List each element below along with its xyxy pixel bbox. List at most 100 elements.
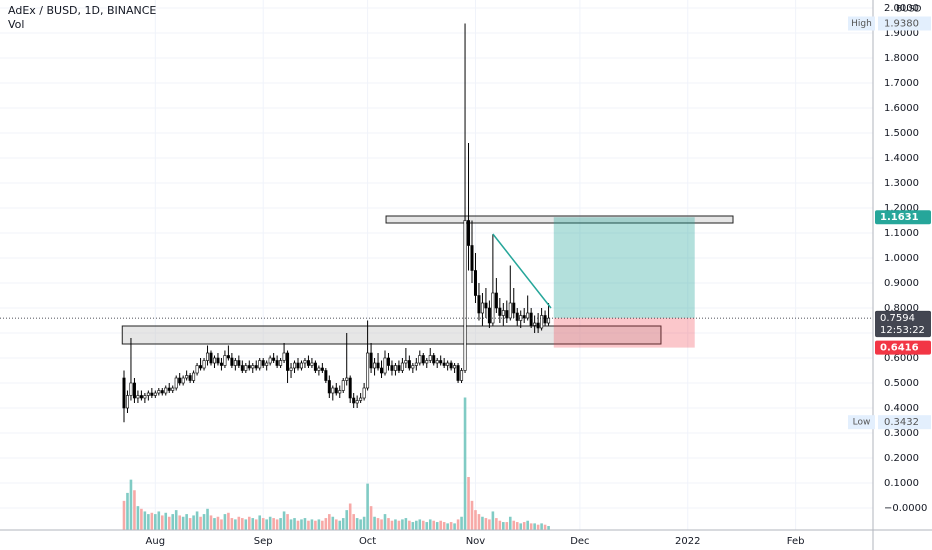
extreme-name-bg — [848, 415, 875, 430]
candle-body — [425, 360, 429, 364]
candle-body — [317, 367, 321, 371]
volume-bar — [136, 506, 140, 530]
candle-body — [299, 362, 303, 369]
volume-bar — [345, 510, 349, 530]
volume-bar — [481, 516, 484, 530]
y-tick-label: 1.9000 — [884, 28, 919, 39]
y-tick-label: 2.0000 — [884, 3, 919, 14]
candle-body — [355, 400, 359, 404]
volume-bar — [359, 519, 362, 530]
candle-body — [536, 322, 540, 329]
volume-bar — [258, 515, 262, 530]
price-tag-label: 0.6416 — [880, 343, 919, 354]
volume-bar — [296, 520, 300, 530]
candle-body — [512, 302, 516, 314]
candle-body — [150, 392, 154, 396]
volume-bar — [157, 511, 161, 530]
candle-body — [428, 355, 432, 361]
candle-body — [376, 362, 380, 369]
volume-bar — [536, 524, 540, 530]
volume-bar — [307, 520, 310, 530]
price-tag — [875, 311, 931, 338]
y-tick-label: 1.2000 — [884, 203, 919, 214]
axes: 2.0000 1.9000 1.8000 1.7000 1.6000 1.5000 1.40… — [146, 3, 928, 547]
candle-body — [404, 360, 408, 364]
price-axis-bg — [873, 0, 932, 550]
y-tick-label: −0.0000 — [884, 503, 927, 514]
volume-bar — [154, 514, 157, 530]
candle-body — [160, 390, 164, 394]
volume-bar — [272, 518, 275, 530]
x-tick-label: Nov — [466, 536, 486, 547]
drawings-front — [0, 233, 873, 319]
candle-body — [261, 360, 265, 366]
axis-label: BUSD — [896, 5, 921, 15]
volume-bar — [268, 516, 272, 530]
candle-body — [251, 365, 255, 369]
candle-body — [327, 380, 331, 394]
candle-body — [157, 390, 161, 394]
volume-bar — [418, 519, 422, 530]
candle-body — [174, 377, 178, 389]
candle-body — [449, 362, 453, 369]
candle-body — [505, 310, 509, 319]
candle-body — [501, 310, 505, 316]
candle-body — [345, 377, 349, 381]
y-tick-label: 0.6000 — [884, 353, 919, 364]
candle-body — [247, 365, 251, 369]
candle-body — [453, 365, 457, 369]
volume-bar — [206, 508, 209, 530]
volume-bar — [491, 511, 495, 530]
volume-bar — [195, 511, 199, 530]
volume-bar — [178, 515, 181, 530]
volume-bar — [140, 508, 143, 530]
candle-body — [446, 362, 450, 366]
volume-bar — [387, 518, 390, 530]
volume-bar — [467, 477, 470, 530]
volume-bar — [547, 526, 550, 530]
volume-bar — [540, 523, 543, 530]
candle-body — [473, 270, 477, 296]
volume-bar — [122, 500, 126, 530]
y-tick-label: 1.5000 — [884, 128, 919, 139]
candle-body — [341, 380, 345, 391]
volume-bar — [310, 519, 314, 530]
candle-body — [185, 375, 189, 379]
candle-body — [411, 365, 415, 369]
candle-body — [216, 357, 220, 364]
candle-body — [212, 357, 216, 364]
volume-bar — [251, 518, 255, 530]
extreme-name: High — [851, 19, 872, 29]
candle-body — [136, 395, 140, 399]
x-tick-label: Feb — [787, 536, 805, 547]
candle-body — [143, 395, 147, 399]
y-tick-label: 0.2000 — [884, 453, 919, 464]
price-tags: 1.16310.76040.64160.759412:53:22High1.93… — [848, 16, 931, 430]
volume-bar — [216, 516, 220, 530]
volume-bar — [408, 520, 411, 530]
volume-pane — [122, 397, 550, 530]
volume-bar — [150, 512, 154, 530]
volume-bar — [484, 518, 488, 530]
zone — [121, 325, 662, 345]
candle-body — [463, 220, 467, 371]
volume-bar — [474, 510, 477, 530]
y-tick-label: 0.1000 — [884, 478, 919, 489]
volume-bar — [383, 514, 387, 530]
volume-bar — [425, 522, 429, 530]
y-tick-label: 1.7000 — [884, 78, 919, 89]
volume-bar — [411, 522, 415, 530]
candle-body — [153, 392, 157, 396]
volume-bar — [133, 490, 136, 530]
volume-bar — [470, 500, 474, 530]
y-tick-label: 0.4000 — [884, 403, 919, 414]
candle-body — [279, 360, 283, 366]
volume-bar — [237, 516, 241, 530]
volume-bar — [442, 522, 446, 530]
chart-title: AdEx / BUSD, 1D, BINANCE — [8, 4, 156, 17]
candle-body — [390, 365, 394, 371]
candle-body — [209, 352, 213, 364]
candle-body — [334, 387, 338, 394]
volume-bar — [446, 523, 449, 530]
volume-bar — [376, 518, 380, 530]
